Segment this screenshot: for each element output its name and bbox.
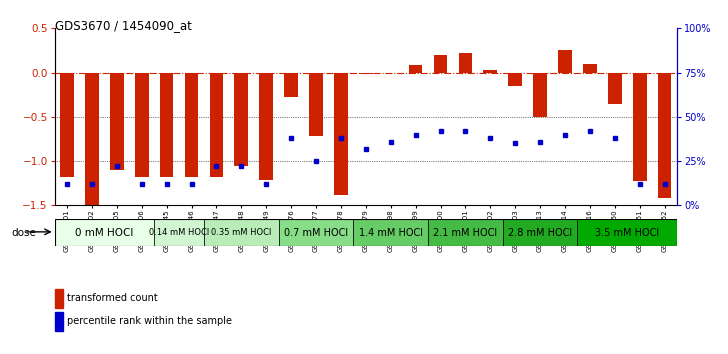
Bar	[384, 73, 397, 74]
Bar	[204, 219, 279, 246]
Bar	[55, 219, 154, 246]
Bar	[159, 73, 173, 177]
Bar	[85, 73, 99, 205]
Bar	[657, 73, 671, 198]
Text: 2.1 mM HOCl: 2.1 mM HOCl	[433, 228, 497, 238]
Bar	[359, 73, 373, 74]
Bar	[428, 219, 503, 246]
Bar	[633, 73, 646, 181]
Bar	[279, 219, 353, 246]
Text: 0.14 mM HOCl: 0.14 mM HOCl	[149, 228, 209, 237]
Bar	[154, 219, 204, 246]
Bar	[135, 73, 149, 177]
Bar	[110, 73, 124, 170]
Text: transformed count: transformed count	[67, 293, 158, 303]
Bar	[558, 51, 572, 73]
Text: percentile rank within the sample: percentile rank within the sample	[67, 316, 232, 326]
Bar	[608, 73, 622, 104]
Bar	[210, 73, 223, 177]
Bar	[459, 53, 472, 73]
Text: 0.7 mM HOCl: 0.7 mM HOCl	[284, 228, 348, 238]
Bar	[434, 55, 448, 73]
Bar	[583, 64, 597, 73]
Text: dose: dose	[11, 228, 36, 238]
Bar	[234, 73, 248, 166]
Bar	[334, 73, 348, 195]
Bar	[309, 73, 323, 136]
Bar	[185, 73, 199, 177]
Text: 2.8 mM HOCl: 2.8 mM HOCl	[508, 228, 572, 238]
Text: GDS3670 / 1454090_at: GDS3670 / 1454090_at	[55, 19, 191, 33]
Text: 0.35 mM HOCl: 0.35 mM HOCl	[211, 228, 272, 237]
Bar	[259, 73, 273, 180]
Bar	[508, 73, 522, 86]
Text: 1.4 mM HOCl: 1.4 mM HOCl	[359, 228, 423, 238]
Bar	[408, 65, 422, 73]
Bar	[533, 73, 547, 117]
Bar	[503, 219, 577, 246]
Text: 3.5 mM HOCl: 3.5 mM HOCl	[596, 228, 660, 238]
Bar	[284, 73, 298, 97]
Text: 0 mM HOCl: 0 mM HOCl	[75, 228, 133, 238]
Bar	[353, 219, 428, 246]
Bar	[60, 73, 74, 177]
Bar	[577, 219, 677, 246]
Bar	[483, 70, 497, 73]
